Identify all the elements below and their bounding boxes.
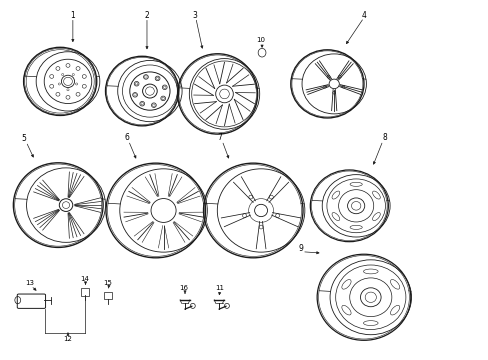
Text: 1: 1 (70, 10, 75, 19)
Text: 4: 4 (361, 10, 366, 19)
Text: 2: 2 (144, 10, 149, 19)
Text: 9: 9 (298, 244, 303, 253)
Text: 10: 10 (256, 37, 265, 43)
Text: 5: 5 (21, 134, 26, 143)
Text: 3: 3 (192, 10, 197, 19)
Text: 12: 12 (63, 336, 72, 342)
Text: 13: 13 (25, 280, 34, 286)
Text: 15: 15 (103, 280, 112, 286)
Text: 11: 11 (215, 285, 224, 291)
Text: 14: 14 (80, 276, 89, 282)
Text: 6: 6 (124, 133, 129, 142)
Text: 8: 8 (382, 133, 386, 142)
Text: 16: 16 (179, 285, 188, 291)
Text: 7: 7 (217, 133, 222, 142)
